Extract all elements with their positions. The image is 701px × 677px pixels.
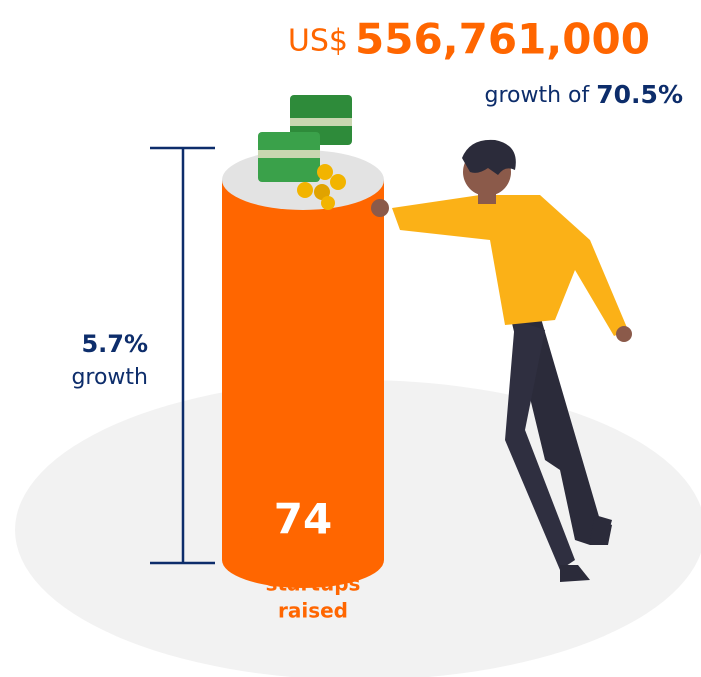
person-illustration: [371, 139, 632, 582]
cylinder-label: startups: [266, 572, 361, 596]
cylinder: [222, 150, 384, 588]
bracket: [150, 146, 215, 565]
growth-value: 70.5%: [596, 80, 683, 109]
growth-prefix: growth of: [485, 83, 591, 108]
bracket-label: growth: [71, 365, 148, 390]
cylinder-value: 74: [274, 495, 332, 544]
amount: 556,761,000: [355, 15, 650, 64]
cylinder-label: raised: [278, 599, 348, 623]
currency: US$: [288, 24, 348, 59]
growth-text: growth of 70.5%: [485, 80, 683, 109]
bracket-value: 5.7%: [81, 330, 148, 358]
money-icon: [258, 95, 352, 210]
